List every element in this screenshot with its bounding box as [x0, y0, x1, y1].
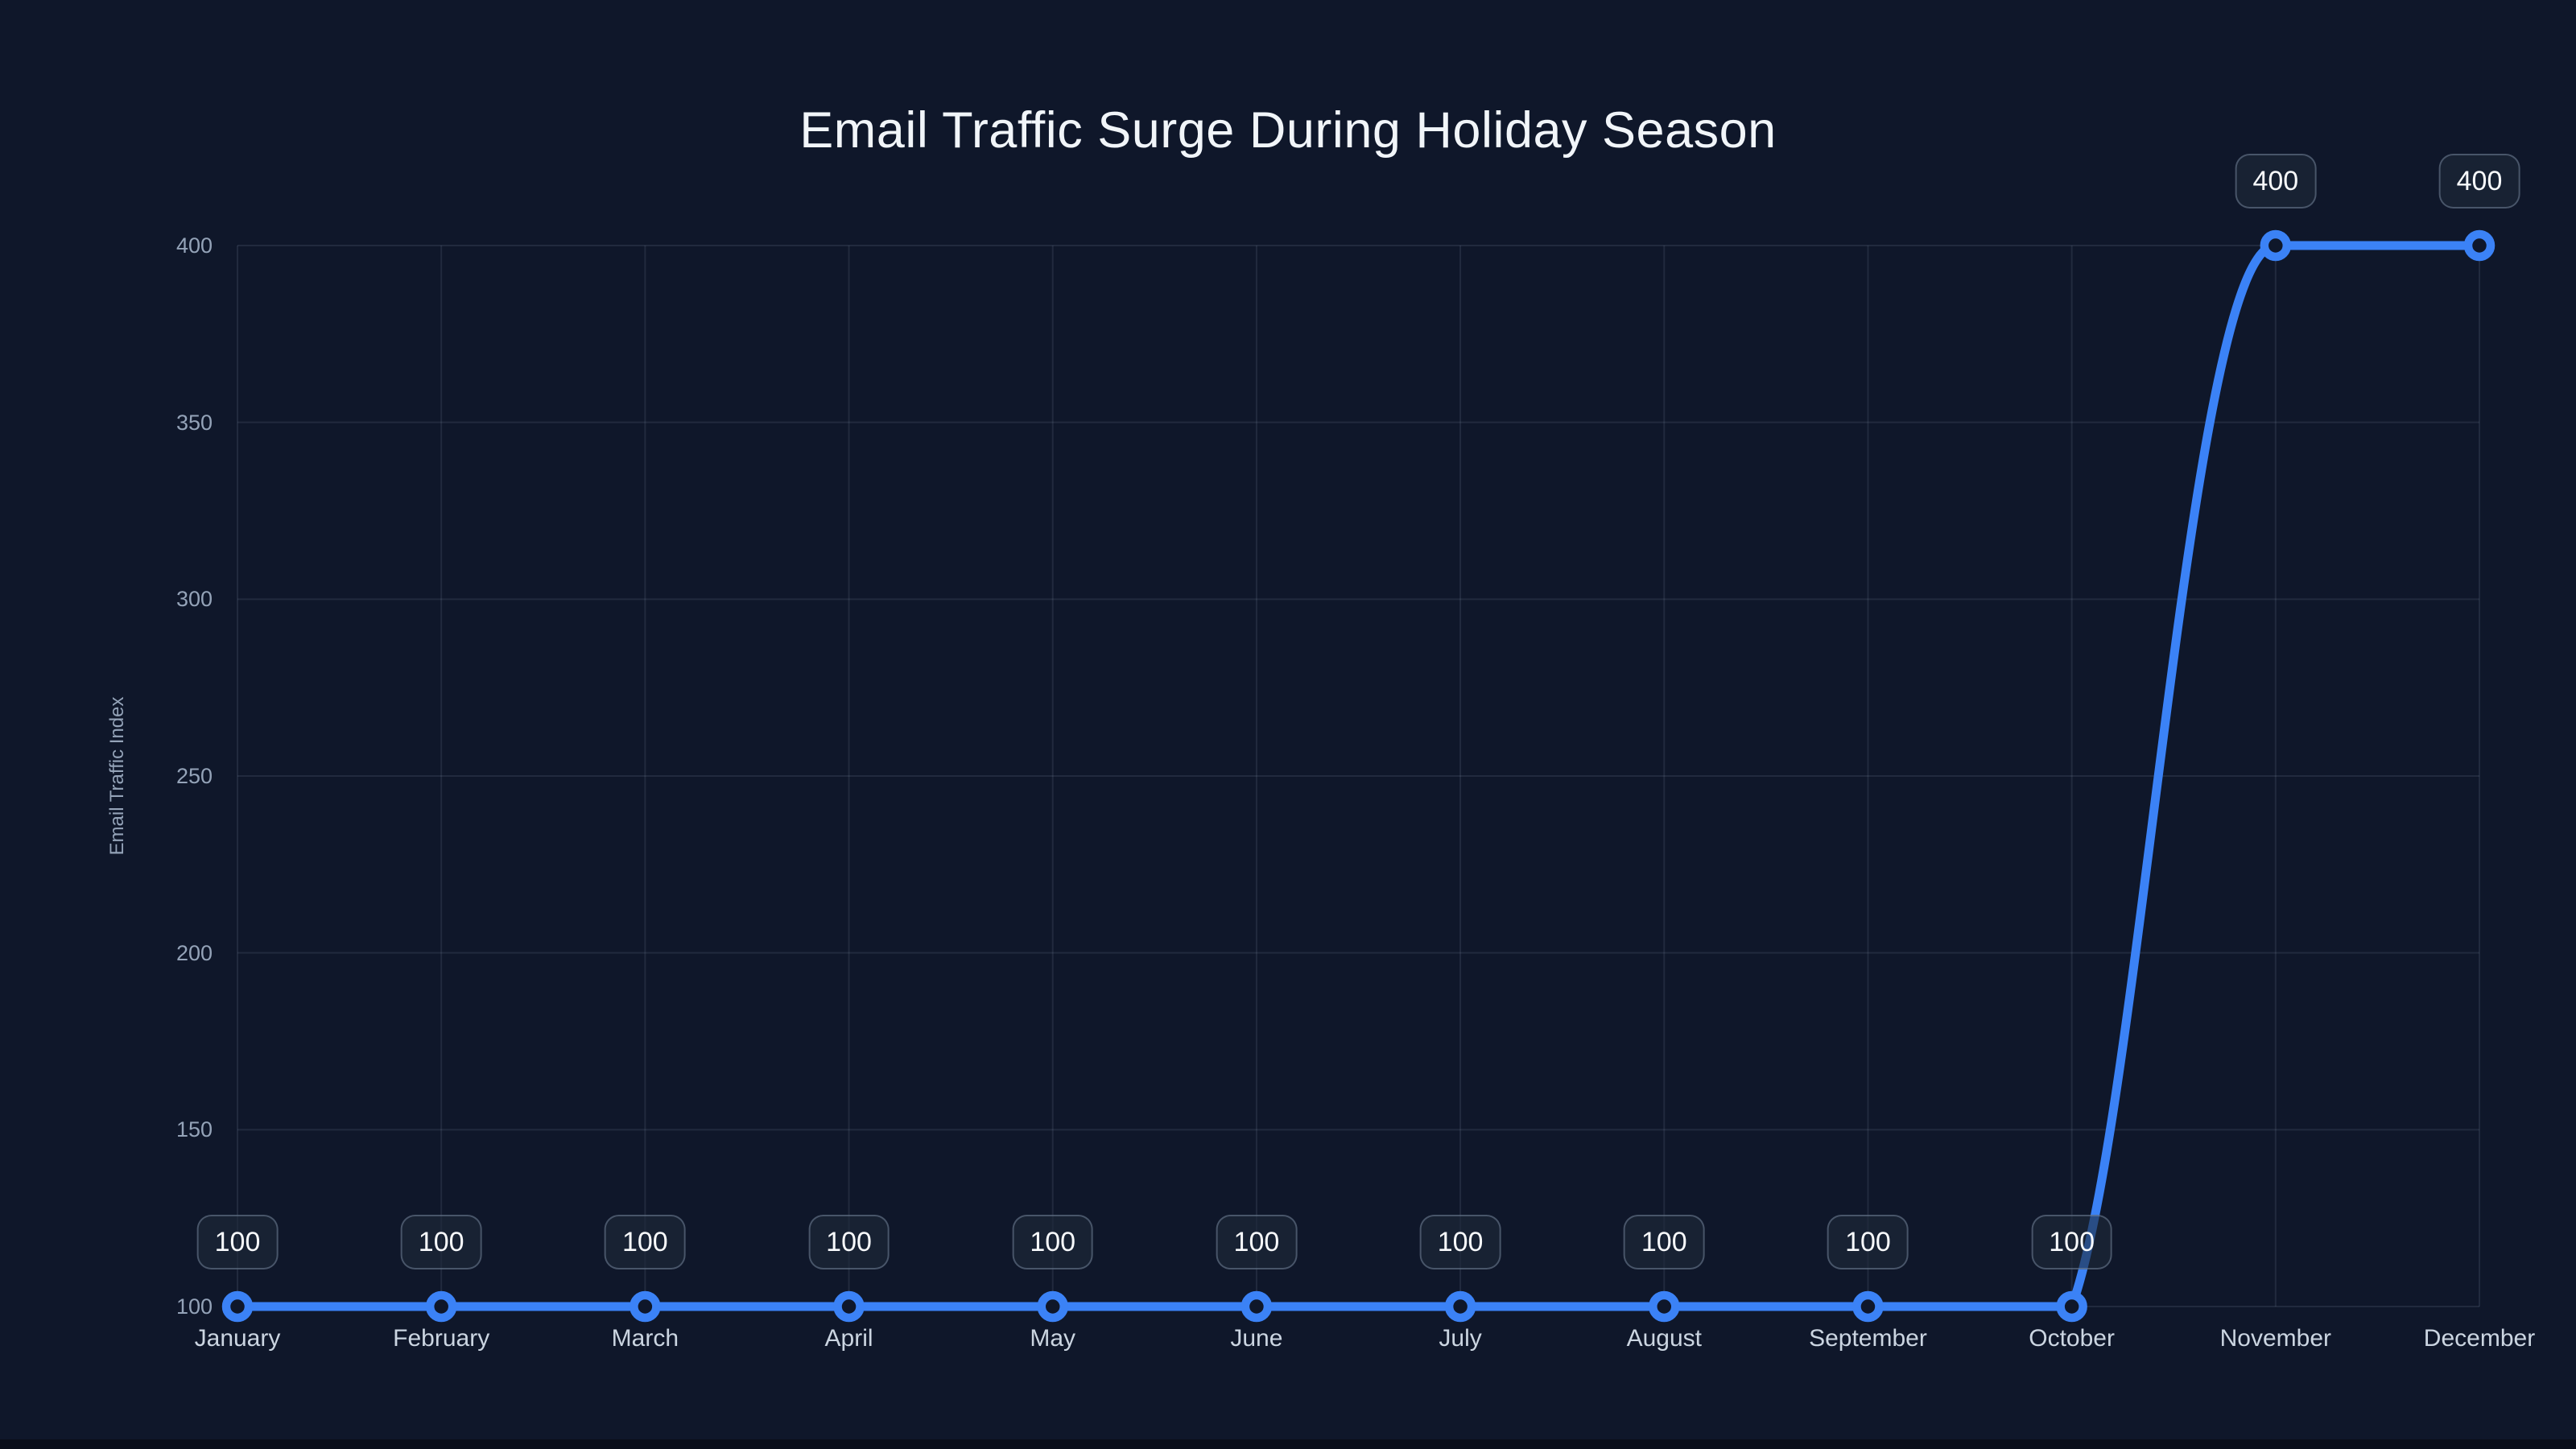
x-axis-category-label: June [1230, 1325, 1283, 1352]
data-point-marker-april[interactable] [833, 1290, 865, 1323]
data-point-marker-january[interactable] [221, 1290, 254, 1323]
y-axis-tick-label: 350 [175, 410, 213, 435]
data-point-marker-october[interactable] [2056, 1290, 2087, 1323]
data-point-marker-may[interactable] [1037, 1290, 1068, 1323]
x-axis-category-label: January [194, 1325, 281, 1352]
data-point-marker-march[interactable] [630, 1290, 661, 1323]
x-axis-category-label: July [1439, 1325, 1482, 1352]
data-point-marker-september[interactable] [1852, 1290, 1884, 1323]
data-point-marker-june[interactable] [1241, 1290, 1273, 1323]
y-axis-tick-label: 100 [175, 1294, 213, 1319]
point-value-label: 100 [604, 1215, 686, 1269]
x-axis-category-label: April [824, 1325, 873, 1352]
y-axis-tick-label: 400 [175, 233, 213, 258]
point-value-label: 100 [1623, 1215, 1705, 1269]
x-axis-category-label: October [2029, 1325, 2115, 1352]
chart-title: Email Traffic Surge During Holiday Seaso… [799, 102, 1777, 159]
x-axis-category-label: December [2423, 1325, 2536, 1352]
y-axis-tick-label: 200 [175, 940, 213, 965]
x-axis-category-label: May [1030, 1325, 1076, 1352]
x-axis-category-label: November [2219, 1325, 2332, 1352]
data-point-marker-february[interactable] [425, 1290, 457, 1323]
x-axis-category-label: February [393, 1325, 490, 1352]
bottom-edge-strip [0, 1439, 2576, 1449]
y-axis-tick-label: 250 [175, 764, 213, 788]
data-point-marker-november[interactable] [2260, 229, 2292, 262]
point-value-label: 400 [2438, 154, 2520, 208]
point-value-label: 100 [1827, 1215, 1909, 1269]
point-value-label: 100 [196, 1215, 279, 1269]
y-axis-tick-label: 150 [175, 1117, 213, 1142]
x-axis-category-label: September [1809, 1325, 1927, 1352]
point-value-label: 400 [2235, 154, 2317, 208]
y-axis-tick-label: 300 [175, 587, 213, 612]
series-line [233, 241, 2484, 1311]
data-point-marker-august[interactable] [1649, 1290, 1680, 1323]
point-value-label: 100 [1012, 1215, 1094, 1269]
data-point-marker-december[interactable] [2463, 229, 2496, 262]
point-value-label: 100 [808, 1215, 890, 1269]
x-axis-category-label: March [611, 1325, 679, 1352]
x-axis-category-label: August [1626, 1325, 1702, 1352]
data-point-marker-july[interactable] [1444, 1290, 1476, 1323]
point-value-label: 100 [1419, 1215, 1501, 1269]
point-value-label: 100 [400, 1215, 482, 1269]
point-value-label: 100 [1216, 1215, 1298, 1269]
point-value-label: 100 [2031, 1215, 2112, 1269]
